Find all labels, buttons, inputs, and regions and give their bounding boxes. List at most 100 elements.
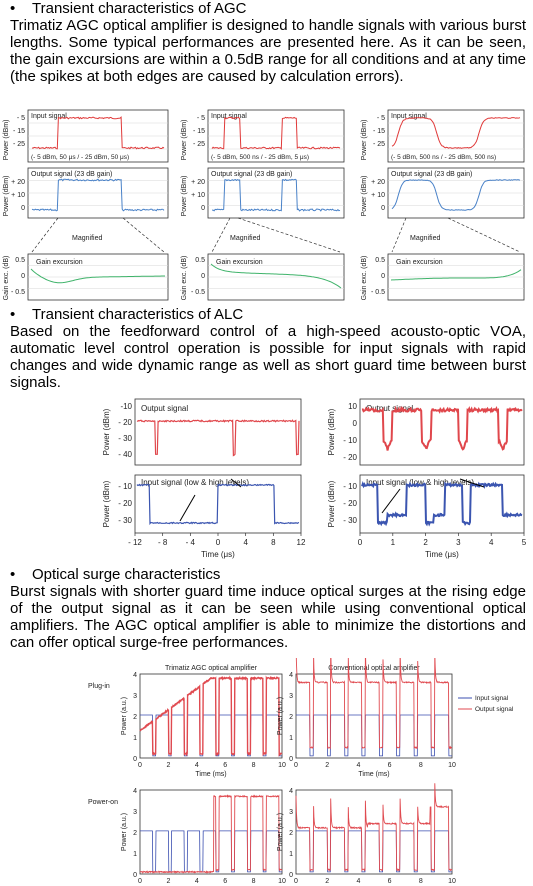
x-tick-label: 0 [294, 878, 298, 885]
x-tick-label: 4 [243, 538, 248, 547]
tick-label: 3 [289, 693, 293, 700]
input-trace [391, 117, 521, 149]
surge-figure: Trimatiz AGC optical amplifier Convention… [88, 658, 514, 885]
surge-plot [295, 789, 453, 875]
x-tick-label: 5 [522, 538, 527, 547]
input-signal-trace [296, 714, 452, 757]
legend-output: Output signal [475, 706, 514, 713]
alc-figure: Power (dBm)Power (dBm)-10- 20- 30- 40- 1… [102, 398, 527, 559]
surge-heading: • Optical surge characteristics [10, 566, 220, 583]
tick-label: - 20 [343, 453, 357, 462]
output-trace [212, 178, 341, 212]
gain-trace [30, 268, 165, 284]
alc-paragraph: Based on the feedforward control of a hi… [10, 323, 526, 391]
x-tick-label: 2 [166, 878, 170, 885]
x-tick-label: 10 [278, 878, 286, 885]
tick-label: 10 [348, 402, 357, 411]
y-axis-label: Power (dBm) [102, 408, 111, 455]
x-tick-label: 4 [356, 878, 360, 885]
tick-label: - 20 [118, 418, 132, 427]
x-tick-label: 0 [138, 762, 142, 769]
output-signal-label: Output signal (23 dB gain) [391, 171, 472, 178]
x-tick-label: 10 [278, 762, 286, 769]
y-axis-label: Power (dBm) [3, 120, 10, 161]
tick-label: 2 [133, 830, 137, 837]
annotation-arrow [179, 494, 196, 522]
alc-heading: • Transient characteristics of ALC [10, 306, 243, 323]
agc-heading-text: Transient characteristics of AGC [32, 0, 247, 17]
x-tick-label: 6 [223, 762, 227, 769]
tick-label: - 20 [118, 499, 132, 508]
tick-label: - 0.5 [11, 289, 25, 296]
input-signal-label: Input signal [391, 113, 427, 120]
agc-figure: Power (dBm) Power (dBm) Gain exc. (dB) - 5 -… [3, 109, 525, 301]
x-tick-label: - 4 [186, 538, 196, 547]
gain-excursion-label: Gain excursion [216, 259, 263, 266]
tick-label: + 10 [371, 192, 385, 199]
magnified-label: Magnified [230, 235, 260, 242]
x-tick-label: 6 [388, 878, 392, 885]
y-axis-label: Power (dBm) [327, 408, 336, 455]
bullet: • [10, 566, 16, 583]
y-axis-label: Power (dBm) [327, 480, 336, 527]
tick-label: -10 [120, 402, 132, 411]
y-axis-label: Power (dBm) [3, 176, 10, 217]
surge-heading-text: Optical surge characteristics [32, 566, 221, 583]
y-axis-label: Power (dBm) [361, 176, 368, 217]
x-tick-label: 0 [138, 878, 142, 885]
output-signal-label: Output signal (23 dB gain) [211, 171, 292, 178]
annotation-arrow [381, 488, 401, 514]
x-tick-label: 4 [356, 762, 360, 769]
y-axis-label: Gain exc. (dB) [3, 256, 10, 301]
x-tick-label: 8 [252, 762, 256, 769]
alc-output-trace [136, 419, 300, 457]
tick-label: - 5 [17, 115, 25, 122]
tick-label: 4 [289, 672, 293, 679]
tick-label: 2 [289, 830, 293, 837]
tick-label: + 10 [11, 192, 25, 199]
x-tick-label: 8 [271, 538, 276, 547]
tick-label: - 5 [377, 115, 385, 122]
y-axis-label: Power (a.u.) [121, 813, 128, 851]
surge-paragraph: Burst signals with shorter guard time in… [10, 583, 526, 651]
gain-trace [390, 269, 522, 281]
magnified-label: Magnified [410, 235, 440, 242]
gain-excursion-label: Gain excursion [36, 259, 83, 266]
x-axis-label: Time (ms) [358, 771, 389, 778]
bullet: • [10, 306, 16, 323]
tick-label: 3 [133, 809, 137, 816]
tick-label: 3 [133, 693, 137, 700]
panel-title: Conventional optical amplifier [328, 665, 420, 672]
agc-heading: • Transient characteristics of AGC [10, 0, 247, 17]
x-tick-label: 0 [294, 762, 298, 769]
tick-label: + 10 [191, 192, 205, 199]
tick-label: 1 [289, 851, 293, 858]
tick-label: 0 [201, 205, 205, 212]
x-tick-label: 1 [391, 538, 396, 547]
condition-label: (- 5 dBm, 500 ns / - 25 dBm, 500 ns) [391, 154, 496, 161]
x-tick-label: 10 [448, 878, 456, 885]
surge-plot [295, 673, 453, 759]
tick-label: - 15 [13, 128, 25, 135]
x-tick-label: 2 [423, 538, 428, 547]
input-signal-label: Input signal (low & high levels) [141, 478, 249, 487]
panel-title: Trimatiz AGC optical amplifier [165, 665, 258, 672]
x-tick-label: 4 [489, 538, 494, 547]
tick-label: 0 [289, 872, 293, 879]
output-trace [31, 178, 165, 212]
magnify-arrow [391, 217, 407, 253]
x-tick-label: 4 [195, 762, 199, 769]
tick-label: 3 [289, 809, 293, 816]
row-label: Power-on [88, 799, 118, 806]
y-axis-label: Power (a.u.) [277, 697, 284, 735]
output-signal-label: Output signal [366, 404, 413, 413]
annotation-arrow [459, 478, 485, 488]
tick-label: 4 [289, 788, 293, 795]
output-trace [391, 179, 521, 211]
surge-plot [139, 789, 283, 875]
output-signal-label: Output signal (23 dB gain) [31, 171, 112, 178]
magnify-arrow [211, 217, 231, 253]
tick-label: 0 [21, 205, 25, 212]
input-signal-trace [296, 830, 452, 873]
magnify-arrow [122, 217, 165, 253]
